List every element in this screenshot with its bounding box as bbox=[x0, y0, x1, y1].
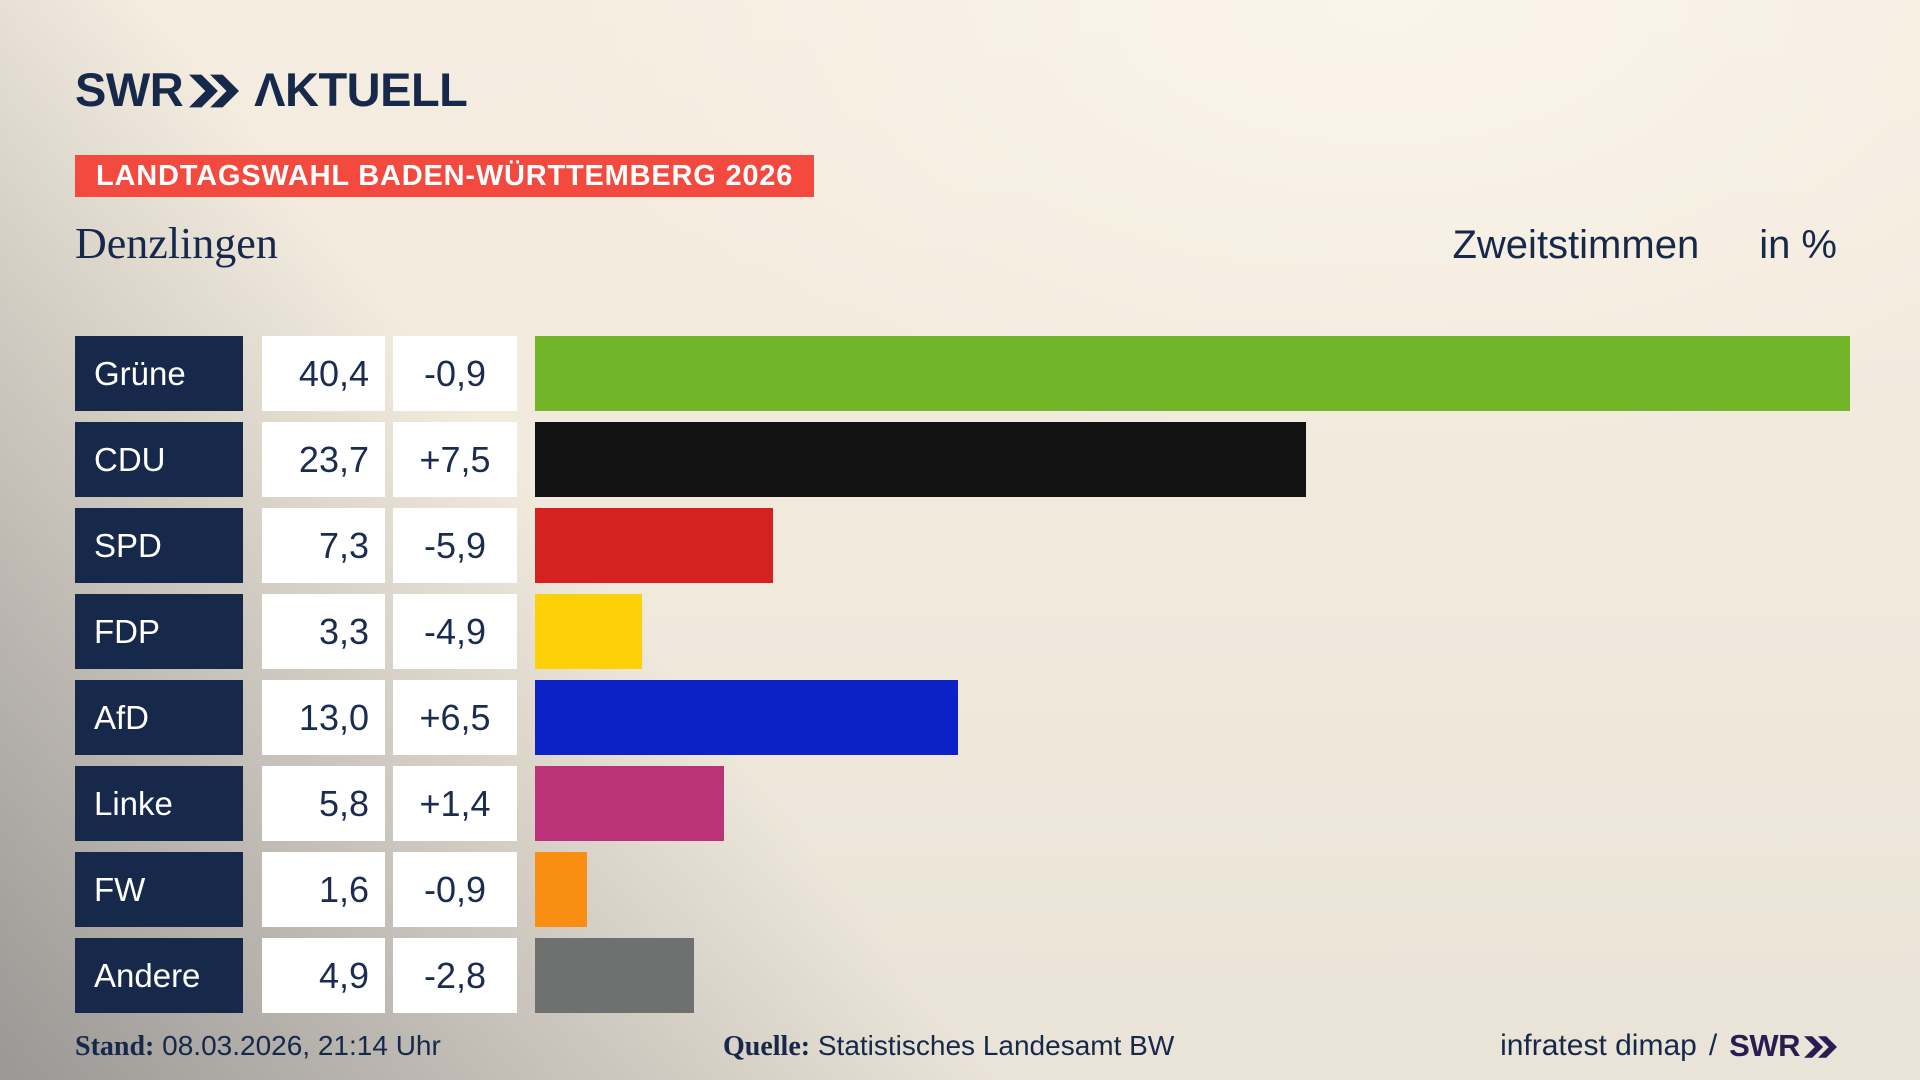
party-label: AfD bbox=[94, 698, 150, 736]
party-label: Linke bbox=[94, 784, 173, 822]
swr-aktuell-logo: SWR ΛKTUELL bbox=[75, 62, 468, 117]
value-label: 40,4 bbox=[298, 352, 369, 394]
unit-label: in % bbox=[1759, 223, 1837, 267]
bar-track bbox=[535, 422, 1850, 497]
party-label: Grüne bbox=[94, 354, 186, 392]
party-label-box: FDP bbox=[75, 594, 243, 669]
aktuell-logo-text: ΛKTUELL bbox=[254, 63, 468, 116]
change-box: -2,8 bbox=[393, 938, 517, 1013]
value-box: 13,0 bbox=[262, 680, 385, 755]
result-row-fdp: FDP 3,3 -4,9 bbox=[75, 594, 1850, 669]
change-label: +6,5 bbox=[419, 696, 491, 738]
result-bar bbox=[535, 852, 588, 927]
stand-text: Stand: 08.03.2026, 21:14 Uhr bbox=[75, 1028, 441, 1065]
change-label: -2,8 bbox=[423, 954, 487, 996]
value-box: 23,7 bbox=[262, 422, 385, 497]
party-label: Andere bbox=[94, 956, 201, 994]
result-bar bbox=[535, 422, 1307, 497]
result-bar bbox=[535, 594, 643, 669]
value-box: 1,6 bbox=[262, 852, 385, 927]
value-box: 7,3 bbox=[262, 508, 385, 583]
bar-track bbox=[535, 766, 1850, 841]
bar-track bbox=[535, 594, 1850, 669]
value-box: 4,9 bbox=[262, 938, 385, 1013]
value-label: 3,3 bbox=[318, 610, 369, 652]
credit-swr-chevrons-icon bbox=[1804, 1035, 1837, 1058]
credit-separator: / bbox=[1708, 1029, 1718, 1062]
change-label: -0,9 bbox=[423, 352, 487, 394]
swr-logo-text: SWR bbox=[75, 63, 184, 116]
value-label: 1,6 bbox=[318, 868, 369, 910]
party-label-box: SPD bbox=[75, 508, 243, 583]
result-row-linke: Linke 5,8 +1,4 bbox=[75, 766, 1850, 841]
result-row-andere: Andere 4,9 -2,8 bbox=[75, 938, 1850, 1013]
party-label-box: AfD bbox=[75, 680, 243, 755]
value-label: 7,3 bbox=[318, 524, 369, 566]
credit-swr-logo-text: SWR bbox=[1729, 1028, 1800, 1063]
party-label-box: Andere bbox=[75, 938, 243, 1013]
credit-agency: infratest dimap bbox=[1500, 1029, 1697, 1062]
value-box: 5,8 bbox=[262, 766, 385, 841]
bar-track bbox=[535, 938, 1850, 1013]
party-label: FW bbox=[94, 870, 146, 908]
change-label: -5,9 bbox=[423, 524, 487, 566]
title-bar: Denzlingen Zweitstimmen in % bbox=[75, 218, 1837, 269]
bar-track bbox=[535, 336, 1850, 411]
change-box: +6,5 bbox=[393, 680, 517, 755]
source-label: Quelle: bbox=[723, 1031, 811, 1062]
result-bar bbox=[535, 766, 724, 841]
result-bar bbox=[535, 680, 959, 755]
result-bar bbox=[535, 508, 773, 583]
change-box: -0,9 bbox=[393, 852, 517, 927]
value-label: 4,9 bbox=[318, 954, 369, 996]
measure-title: Zweitstimmen in % bbox=[1452, 223, 1837, 268]
result-row-spd: SPD 7,3 -5,9 bbox=[75, 508, 1850, 583]
party-label-box: FW bbox=[75, 852, 243, 927]
bar-track bbox=[535, 680, 1850, 755]
party-label-box: Grüne bbox=[75, 336, 243, 411]
credit-swr-logo: SWR bbox=[1729, 1028, 1837, 1064]
municipality-title: Denzlingen bbox=[75, 219, 278, 268]
result-row-afd: AfD 13,0 +6,5 bbox=[75, 680, 1850, 755]
change-label: +7,5 bbox=[419, 438, 491, 480]
result-row-cdu: CDU 23,7 +7,5 bbox=[75, 422, 1850, 497]
party-label: CDU bbox=[94, 440, 166, 478]
value-label: 13,0 bbox=[298, 696, 369, 738]
stand-value: 08.03.2026, 21:14 Uhr bbox=[162, 1030, 441, 1061]
election-banner: LANDTAGSWAHL BADEN-WÜRTTEMBERG 2026 bbox=[75, 155, 815, 197]
footer: Stand: 08.03.2026, 21:14 Uhr Quelle: Sta… bbox=[75, 1028, 1837, 1064]
bar-track bbox=[535, 508, 1850, 583]
measure-label: Zweitstimmen bbox=[1452, 223, 1700, 267]
party-label: FDP bbox=[94, 612, 160, 650]
change-box: +1,4 bbox=[393, 766, 517, 841]
change-box: -0,9 bbox=[393, 336, 517, 411]
value-label: 23,7 bbox=[298, 438, 369, 480]
change-box: -4,9 bbox=[393, 594, 517, 669]
result-bar bbox=[535, 938, 695, 1013]
result-bar bbox=[535, 336, 1850, 411]
party-label-box: Linke bbox=[75, 766, 243, 841]
credit-text: infratest dimap / SWR bbox=[1500, 1028, 1837, 1064]
result-row-fw: FW 1,6 -0,9 bbox=[75, 852, 1850, 927]
value-label: 5,8 bbox=[318, 782, 369, 824]
source-value: Statistisches Landesamt BW bbox=[817, 1030, 1175, 1061]
change-box: -5,9 bbox=[393, 508, 517, 583]
change-label: +1,4 bbox=[419, 782, 491, 824]
party-label-box: CDU bbox=[75, 422, 243, 497]
result-row-gruene: Grüne 40,4 -0,9 bbox=[75, 336, 1850, 411]
bar-track bbox=[535, 852, 1850, 927]
results-chart: Grüne 40,4 -0,9 CDU 23,7 +7,5 SPD 7,3 -5… bbox=[75, 336, 1850, 1024]
party-label: SPD bbox=[94, 526, 162, 564]
value-box: 40,4 bbox=[262, 336, 385, 411]
change-label: -4,9 bbox=[423, 610, 487, 652]
change-label: -0,9 bbox=[423, 868, 487, 910]
swr-logo-chevrons-icon bbox=[189, 74, 240, 107]
change-box: +7,5 bbox=[393, 422, 517, 497]
source-text: Quelle: Statistisches Landesamt BW bbox=[723, 1028, 1174, 1065]
stand-label: Stand: bbox=[75, 1031, 155, 1062]
value-box: 3,3 bbox=[262, 594, 385, 669]
